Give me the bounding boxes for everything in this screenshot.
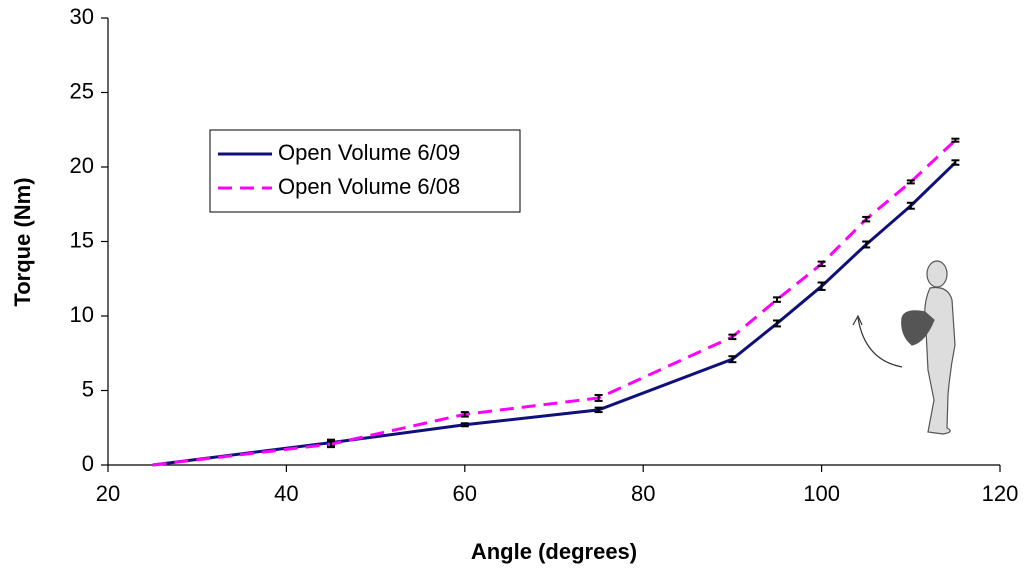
legend-box <box>209 129 521 213</box>
y-tick-label: 30 <box>70 4 94 29</box>
illustration <box>852 260 956 435</box>
y-tick-label: 25 <box>70 78 94 103</box>
x-tick-label: 40 <box>274 481 298 506</box>
error-bar <box>460 411 469 418</box>
error-bar <box>951 159 960 166</box>
series-line <box>152 161 957 467</box>
series-line <box>152 139 957 467</box>
x-tick-label: 120 <box>982 481 1019 506</box>
error-bar <box>327 440 335 449</box>
error-bar <box>728 333 737 341</box>
legend: Open Volume 6/09 Open Volume 6/08 <box>209 129 521 213</box>
error-bar <box>728 355 737 364</box>
error-bar <box>594 393 603 402</box>
x-tick-label: 100 <box>803 481 840 506</box>
error-bar <box>817 260 826 268</box>
error-bar <box>460 422 469 428</box>
error-bar <box>906 201 915 210</box>
error-bar <box>951 137 960 143</box>
error-bar <box>906 179 915 185</box>
legend-label: Open Volume 6/09 <box>278 140 460 165</box>
y-axis-title: Torque (Nm) <box>10 177 35 306</box>
error-bar <box>773 319 781 328</box>
y-tick-label: 20 <box>70 153 94 178</box>
x-axis-title: Angle (degrees) <box>471 539 637 564</box>
error-bar <box>773 296 781 303</box>
y-tick-label: 0 <box>82 451 94 476</box>
error-bar <box>862 215 871 223</box>
error-bar <box>862 240 871 249</box>
error-bar <box>817 281 826 291</box>
y-tick-label: 5 <box>82 376 94 401</box>
y-tick-label: 15 <box>70 227 94 252</box>
x-tick-label: 20 <box>96 481 120 506</box>
x-tick-label: 60 <box>453 481 477 506</box>
legend-label: Open Volume 6/08 <box>278 174 460 199</box>
y-tick-label: 10 <box>70 302 94 327</box>
x-tick-label: 80 <box>631 481 655 506</box>
error-bar <box>594 406 603 414</box>
